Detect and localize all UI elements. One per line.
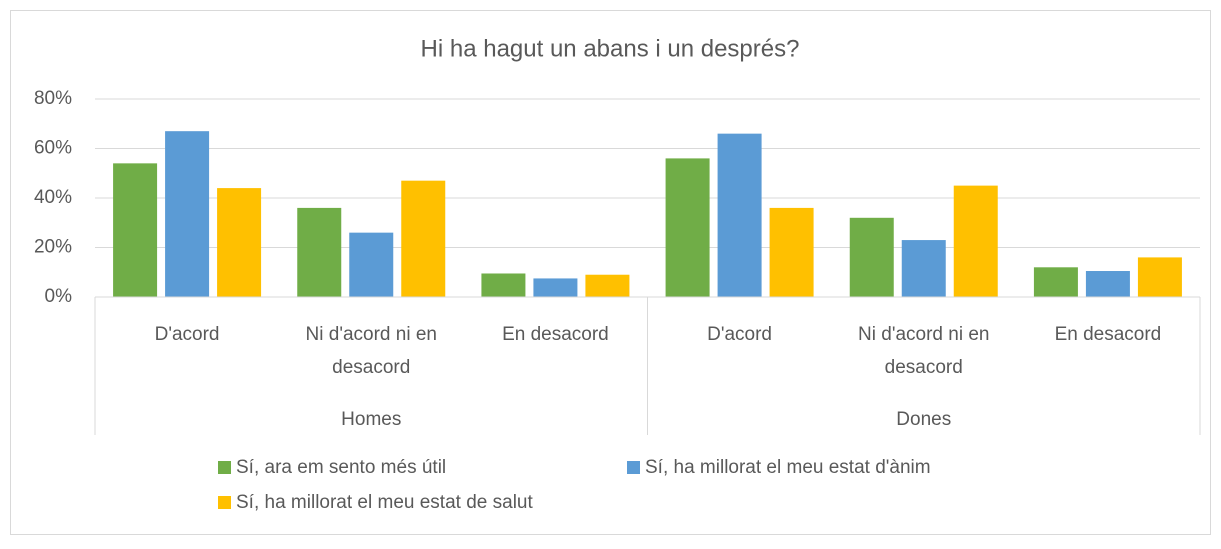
y-tick-label: 60% xyxy=(34,138,72,159)
y-tick-label: 20% xyxy=(34,237,72,258)
bar xyxy=(665,158,710,297)
bar xyxy=(769,207,814,297)
x-tick-label: En desacord xyxy=(1055,324,1162,345)
y-tick-label: 40% xyxy=(34,187,72,208)
chart-border xyxy=(10,10,1211,535)
bar xyxy=(481,273,526,297)
bar xyxy=(217,188,262,297)
x-tick-label: En desacord xyxy=(502,324,609,345)
y-tick-label: 80% xyxy=(34,88,72,109)
legend-label: Sí, ha millorat el meu estat de salut xyxy=(236,492,533,513)
bar xyxy=(165,131,210,297)
bar xyxy=(401,180,446,297)
x-tick-label: D'acord xyxy=(155,324,220,345)
group-label: Dones xyxy=(896,409,951,430)
bar xyxy=(953,185,998,297)
legend-swatch xyxy=(627,461,640,474)
bar xyxy=(901,240,946,297)
bar xyxy=(113,163,158,297)
bar xyxy=(349,232,394,297)
chart-title: Hi ha hagut un abans i un després? xyxy=(421,35,800,62)
group-label: Homes xyxy=(341,409,401,430)
bar xyxy=(533,278,578,297)
x-tick-label: Ni d'acord ni en desacord xyxy=(306,324,437,378)
bar xyxy=(1137,257,1182,297)
legend-label: Sí, ara em sento més útil xyxy=(236,457,446,478)
legend-swatch xyxy=(218,496,231,509)
bar xyxy=(1085,271,1130,297)
bar xyxy=(849,217,894,297)
legend-label: Sí, ha millorat el meu estat d'ànim xyxy=(645,457,931,478)
bar xyxy=(297,207,342,297)
bar xyxy=(717,133,762,297)
x-tick-label: D'acord xyxy=(707,324,772,345)
y-tick-label: 0% xyxy=(45,286,73,307)
legend-swatch xyxy=(218,461,231,474)
bar xyxy=(585,274,630,297)
bar xyxy=(1033,267,1078,297)
x-tick-label: Ni d'acord ni en desacord xyxy=(858,324,989,378)
